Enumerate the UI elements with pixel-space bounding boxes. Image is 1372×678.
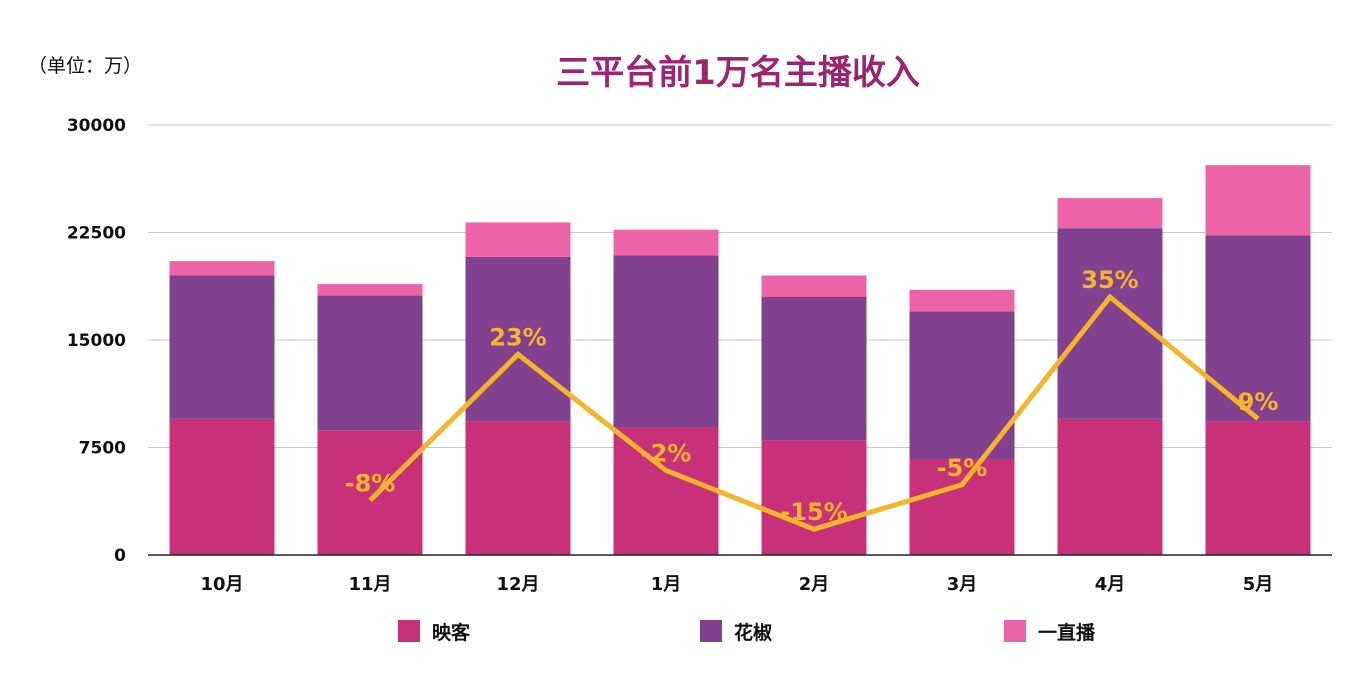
bar-segment-0 (613, 427, 719, 555)
growth-label: -2% (641, 439, 692, 467)
bar-segment-2 (613, 229, 719, 256)
bar-segment-0 (1057, 418, 1163, 555)
growth-label: 9% (1238, 388, 1279, 416)
x-tick-label: 1月 (651, 574, 682, 595)
bar-segment-1 (317, 295, 423, 431)
unit-label: （单位：万） (28, 55, 142, 77)
bar-segment-2 (761, 275, 867, 297)
growth-label: 35% (1081, 266, 1138, 294)
y-tick-label: 30000 (67, 116, 126, 136)
growth-labels: -8% 23% -2% -15% -5% 35% 9% (345, 266, 1279, 526)
bar-segment-0 (909, 458, 1015, 555)
growth-label: -5% (937, 454, 988, 482)
x-tick-label: 11月 (348, 574, 391, 595)
x-tick-label: 12月 (496, 574, 539, 595)
y-tick-label: 0 (114, 546, 126, 566)
growth-label: 23% (489, 323, 546, 351)
x-axis-ticks: 10月 11月 12月 1月 2月 3月 4月 5月 (200, 574, 1273, 595)
growth-line-path (368, 293, 1260, 532)
legend-swatch (1004, 620, 1026, 642)
bar-segment-2 (317, 284, 423, 296)
legend-label: 映客 (432, 621, 471, 644)
x-tick-label: 4月 (1095, 574, 1126, 595)
bar-segment-2 (909, 289, 1015, 312)
bar-segment-1 (465, 256, 571, 422)
bar-segment-1 (169, 275, 275, 419)
x-tick-label: 10月 (200, 574, 243, 595)
bar-segment-2 (169, 261, 275, 276)
legend-swatch (700, 620, 722, 642)
stacked-bars (169, 165, 1311, 555)
bar-segment-0 (169, 418, 275, 555)
bar-segment-1 (909, 311, 1015, 459)
chart-title: 三平台前1万名主播收入 (556, 53, 920, 93)
y-tick-label: 15000 (67, 331, 126, 351)
x-tick-label: 3月 (947, 574, 978, 595)
bar-segment-0 (1205, 421, 1311, 555)
bar-segment-2 (465, 222, 571, 257)
bar-segment-1 (613, 255, 719, 428)
bar-segment-0 (465, 421, 571, 555)
y-tick-label: 7500 (79, 439, 126, 459)
y-tick-label: 22500 (67, 224, 126, 244)
bar-segment-2 (1057, 198, 1163, 229)
growth-label: -15% (780, 498, 847, 526)
legend-label: 花椒 (734, 621, 772, 644)
y-axis-ticks: 30000 22500 15000 7500 0 (67, 116, 126, 566)
x-tick-label: 2月 (799, 574, 830, 595)
x-tick-label: 5月 (1243, 574, 1274, 595)
bar-segment-2 (1205, 165, 1311, 236)
growth-line (368, 293, 1260, 532)
bar-segment-0 (317, 430, 423, 555)
legend-swatch (398, 620, 420, 642)
bar-segment-0 (761, 440, 867, 555)
bar-segment-1 (1057, 228, 1163, 419)
growth-label: -8% (345, 470, 396, 498)
legend: 映客 花椒 一直播 (398, 620, 1096, 644)
bar-segment-1 (761, 297, 867, 441)
legend-label: 一直播 (1038, 621, 1096, 644)
